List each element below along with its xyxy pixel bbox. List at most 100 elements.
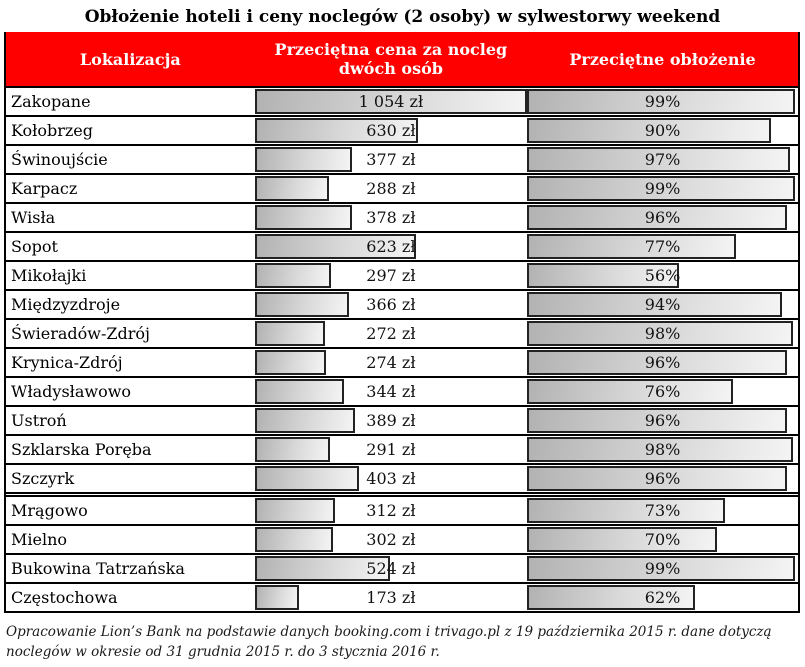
price-bar (254, 585, 300, 610)
location-cell: Karpacz (6, 175, 255, 202)
occupancy-label: 99% (644, 559, 681, 578)
occupancy-label: 98% (644, 440, 681, 459)
location-cell: Mielno (6, 526, 255, 553)
price-label: 1 054 zł (358, 92, 424, 111)
location-label: Kołobrzeg (11, 121, 94, 140)
occupancy-cell: 99% (527, 555, 798, 582)
location-cell: Kołobrzeg (6, 117, 255, 144)
location-label: Ustroń (11, 411, 67, 430)
location-label: Częstochowa (11, 588, 118, 607)
location-cell: Szczyrk (6, 465, 255, 492)
location-cell: Mrągowo (6, 497, 255, 524)
price-cell: 403 zł (254, 465, 527, 492)
occupancy-bar (527, 379, 733, 404)
location-label: Sopot (11, 237, 58, 256)
location-cell: Krynica-Zdrój (6, 349, 255, 376)
occupancy-bar (527, 527, 717, 552)
occupancy-cell: 62% (527, 584, 798, 611)
price-label: 288 zł (366, 179, 416, 198)
table-row: Mikołajki 297 zł 56% (6, 262, 798, 291)
occupancy-label: 99% (644, 179, 681, 198)
price-cell: 623 zł (254, 233, 527, 260)
price-bar (254, 408, 356, 433)
occupancy-label: 62% (644, 588, 681, 607)
price-cell: 297 zł (254, 262, 527, 289)
location-label: Mrągowo (11, 501, 88, 520)
price-label: 377 zł (366, 150, 416, 169)
location-label: Bukowina Tatrzańska (11, 559, 185, 578)
price-label: 274 zł (366, 353, 416, 372)
price-bar (254, 321, 325, 346)
occupancy-cell: 76% (527, 378, 798, 405)
occupancy-label: 99% (644, 92, 681, 111)
price-label: 623 zł (366, 237, 416, 256)
table-row: Szklarska Poręba 291 zł 98% (6, 436, 798, 465)
page-title: Obłożenie hoteli i ceny noclegów (2 osob… (84, 7, 721, 27)
occupancy-bar (527, 321, 793, 346)
occupancy-label: 96% (644, 353, 681, 372)
header-average-price: Przeciętna cena za nocleg dwóch osób (274, 40, 508, 78)
price-cell: 630 zł (254, 117, 527, 144)
price-bar (254, 205, 353, 230)
location-label: Wisła (11, 208, 56, 227)
table-body: Zakopane 1 054 zł 99% Kołobrzeg 630 zł 9… (6, 88, 798, 611)
price-cell: 378 zł (254, 204, 527, 231)
location-cell: Sopot (6, 233, 255, 260)
location-label: Karpacz (11, 179, 78, 198)
occupancy-cell: 98% (527, 320, 798, 347)
location-cell: Wisła (6, 204, 255, 231)
occupancy-label: 70% (644, 530, 681, 549)
price-bar (254, 263, 332, 288)
location-cell: Szklarska Poręba (6, 436, 255, 463)
price-cell: 389 zł (254, 407, 527, 434)
price-bar (254, 556, 391, 581)
location-cell: Bukowina Tatrzańska (6, 555, 255, 582)
location-label: Mikołajki (11, 266, 87, 285)
occupancy-label: 98% (644, 324, 681, 343)
occupancy-bar (527, 147, 790, 172)
occupancy-cell: 96% (527, 465, 798, 492)
price-label: 378 zł (366, 208, 416, 227)
occupancy-bar (527, 263, 679, 288)
location-label: Świnoujście (11, 150, 108, 169)
price-bar (254, 118, 418, 143)
price-bar (254, 350, 326, 375)
occupancy-cell: 99% (527, 88, 798, 115)
occupancy-label: 76% (644, 382, 681, 401)
location-cell: Władysławowo (6, 378, 255, 405)
occupancy-cell: 77% (527, 233, 798, 260)
price-label: 302 zł (366, 530, 416, 549)
table-row: Bukowina Tatrzańska 524 zł 99% (6, 555, 798, 584)
price-cell: 344 zł (254, 378, 527, 405)
price-label: 312 zł (366, 501, 416, 520)
occupancy-bar (527, 292, 782, 317)
price-label: 366 zł (366, 295, 416, 314)
location-label: Szczyrk (11, 469, 75, 488)
table-row: Międzyzdroje 366 zł 94% (6, 291, 798, 320)
location-label: Świeradów-Zdrój (11, 324, 151, 343)
price-cell: 312 zł (254, 497, 527, 524)
header-location: Lokalizacja (79, 49, 181, 69)
occupancy-bar (527, 205, 788, 230)
occupancy-bar (527, 89, 796, 114)
location-label: Władysławowo (11, 382, 132, 401)
price-label: 297 zł (366, 266, 416, 285)
occupancy-cell: 96% (527, 349, 798, 376)
location-label: Szklarska Poręba (11, 440, 152, 459)
price-label: 403 zł (366, 469, 416, 488)
table-row: Krynica-Zdrój 274 zł 96% (6, 349, 798, 378)
occupancy-label: 73% (644, 501, 681, 520)
occupancy-bar (527, 350, 788, 375)
price-bar (254, 147, 353, 172)
occupancy-cell: 96% (527, 204, 798, 231)
price-label: 524 zł (366, 559, 416, 578)
location-cell: Zakopane (6, 88, 255, 115)
table-row: Świnoujście 377 zł 97% (6, 146, 798, 175)
table-row: Ustroń 389 zł 96% (6, 407, 798, 436)
table-row: Mielno 302 zł 70% (6, 526, 798, 555)
table-row: Częstochowa 173 zł 62% (6, 584, 798, 611)
price-bar (254, 379, 344, 404)
occupancy-cell: 98% (527, 436, 798, 463)
price-bar (254, 498, 336, 523)
header-average-occupancy: Przeciętne obłożenie (569, 49, 756, 69)
